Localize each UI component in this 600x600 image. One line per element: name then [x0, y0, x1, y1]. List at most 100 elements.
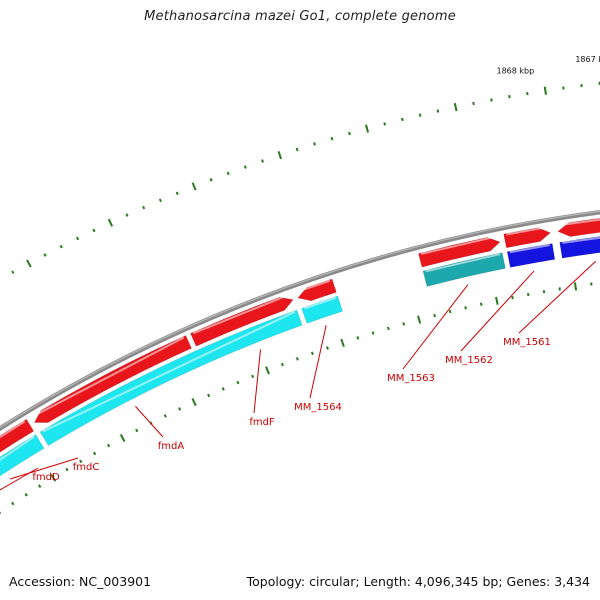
inner-scale-minor-tick	[38, 484, 42, 489]
outer-scale-minor-tick	[125, 213, 129, 217]
outer-scale-minor-tick	[75, 236, 80, 241]
reverse-gene-block-shine	[425, 253, 501, 273]
outer-scale-minor-tick	[59, 244, 63, 249]
inner-scale-minor-tick	[236, 380, 240, 385]
reverse-gene-block-shine	[303, 296, 336, 310]
gene-leader-line	[402, 284, 469, 370]
forward-gene-arrow	[190, 296, 294, 347]
inner-scale-major-tick	[265, 366, 270, 375]
inner-scale-minor-tick	[251, 374, 255, 379]
outer-scale-major-tick	[365, 124, 370, 133]
inner-scale-minor-tick	[178, 407, 182, 411]
inner-scale-minor-tick	[295, 357, 299, 361]
inner-scale-major-tick	[50, 473, 57, 482]
reverse-gene-block	[506, 243, 556, 268]
outer-scale-minor-tick	[313, 142, 316, 146]
outer-scale-minor-tick	[226, 171, 230, 176]
outer-scale-minor-tick	[508, 95, 511, 99]
map-title: Methanosarcina mazei Go1, complete genom…	[144, 9, 456, 24]
outer-scale-minor-tick	[43, 253, 47, 257]
gene-label: fmdF	[249, 417, 275, 428]
gene-leader-line	[309, 325, 327, 399]
genome-backbone	[0, 209, 600, 432]
inner-scale-minor-tick	[207, 393, 211, 398]
outer-scale-minor-tick	[436, 109, 440, 113]
gene-label: MM_1562	[445, 355, 493, 366]
scale-label: 1868 kbp	[497, 66, 535, 75]
inner-scale-minor-tick	[511, 295, 514, 300]
forward-gene-arrow	[297, 278, 337, 302]
forward-gene-arrow-shine	[297, 279, 331, 293]
gene-leader-line	[9, 457, 79, 480]
forward-gene-arrow	[33, 335, 192, 423]
inner-scale-minor-tick	[93, 451, 97, 456]
inner-scale-major-tick	[119, 433, 126, 442]
outer-scale-major-tick	[277, 150, 282, 160]
gene-label: fmdC	[73, 462, 100, 473]
reverse-gene-block	[559, 236, 600, 259]
reverse-gene-block-shine	[562, 236, 600, 244]
gene-leader-line	[518, 260, 596, 334]
reverse-gene-block	[0, 434, 45, 477]
inner-scale-minor-tick	[135, 428, 139, 433]
outer-scale-minor-tick	[472, 101, 475, 106]
inner-scale-minor-tick	[448, 309, 452, 314]
outer-scale-minor-tick	[243, 165, 247, 169]
forward-gene-arrow-shine	[192, 294, 289, 335]
inner-scale-minor-tick	[464, 306, 467, 310]
outer-scale-minor-tick	[11, 270, 15, 275]
inner-scale-minor-tick	[356, 336, 360, 340]
gene-leader-line	[135, 406, 164, 438]
topology-text: Topology: circular; Length: 4,096,345 bp…	[246, 574, 590, 589]
outer-scale-minor-tick	[92, 228, 96, 233]
outer-scale-major-tick	[453, 103, 458, 112]
inner-scale-minor-tick	[280, 362, 284, 367]
forward-gene-arrow-shine	[506, 226, 548, 236]
outer-scale-minor-tick	[418, 113, 422, 117]
inner-scale-minor-tick	[526, 292, 530, 297]
outer-scale-minor-tick	[261, 159, 264, 163]
reverse-gene-block-shine	[0, 435, 35, 462]
outer-scale-minor-tick	[348, 131, 351, 136]
forward-gene-arrow-shine	[33, 336, 185, 417]
outer-scale-minor-tick	[330, 136, 334, 141]
inner-scale-minor-tick	[221, 387, 225, 391]
genome-backbone-highlight	[0, 210, 600, 429]
inner-scale-minor-tick	[542, 289, 546, 294]
inner-scale-minor-tick	[386, 326, 390, 331]
inner-scale-minor-tick	[24, 492, 28, 497]
forward-gene-arrow-shine	[0, 420, 26, 439]
inner-scale-minor-tick	[79, 459, 83, 464]
inner-scale-minor-tick	[106, 443, 111, 448]
reverse-gene-block	[39, 309, 303, 447]
inner-scale-minor-tick	[11, 501, 15, 506]
inner-scale-minor-tick	[310, 351, 314, 356]
inner-scale-minor-tick	[371, 331, 375, 335]
forward-gene-arrow	[557, 218, 600, 237]
gene-leader-line	[253, 349, 262, 414]
outer-scale-major-tick	[543, 86, 547, 95]
outer-scale-minor-tick	[295, 147, 299, 152]
outer-scale-minor-tick	[142, 205, 146, 210]
gene-label: MM_1561	[503, 337, 551, 348]
outer-scale-minor-tick	[401, 117, 404, 122]
outer-scale-major-tick	[26, 259, 32, 268]
inner-scale-major-tick	[417, 315, 422, 324]
gene-leader-line	[0, 467, 39, 491]
inner-scale-major-tick	[191, 398, 197, 407]
reverse-gene-block	[422, 252, 506, 287]
gene-label: fmdA	[158, 441, 185, 452]
forward-gene-arrow-shine	[559, 218, 600, 227]
gene-label: MM_1563	[387, 373, 435, 384]
inner-scale-minor-tick	[65, 467, 69, 472]
scale-label: 1867 kbp	[575, 55, 600, 64]
inner-scale-minor-tick	[163, 414, 167, 418]
outer-scale-major-tick	[191, 182, 197, 191]
inner-scale-major-tick	[573, 282, 578, 291]
gene-label: fmdD	[32, 472, 60, 483]
outer-scale-minor-tick	[383, 122, 387, 126]
outer-scale-minor-tick	[175, 191, 179, 196]
gene-label: MM_1564	[294, 402, 342, 413]
inner-scale-minor-tick	[433, 313, 436, 318]
